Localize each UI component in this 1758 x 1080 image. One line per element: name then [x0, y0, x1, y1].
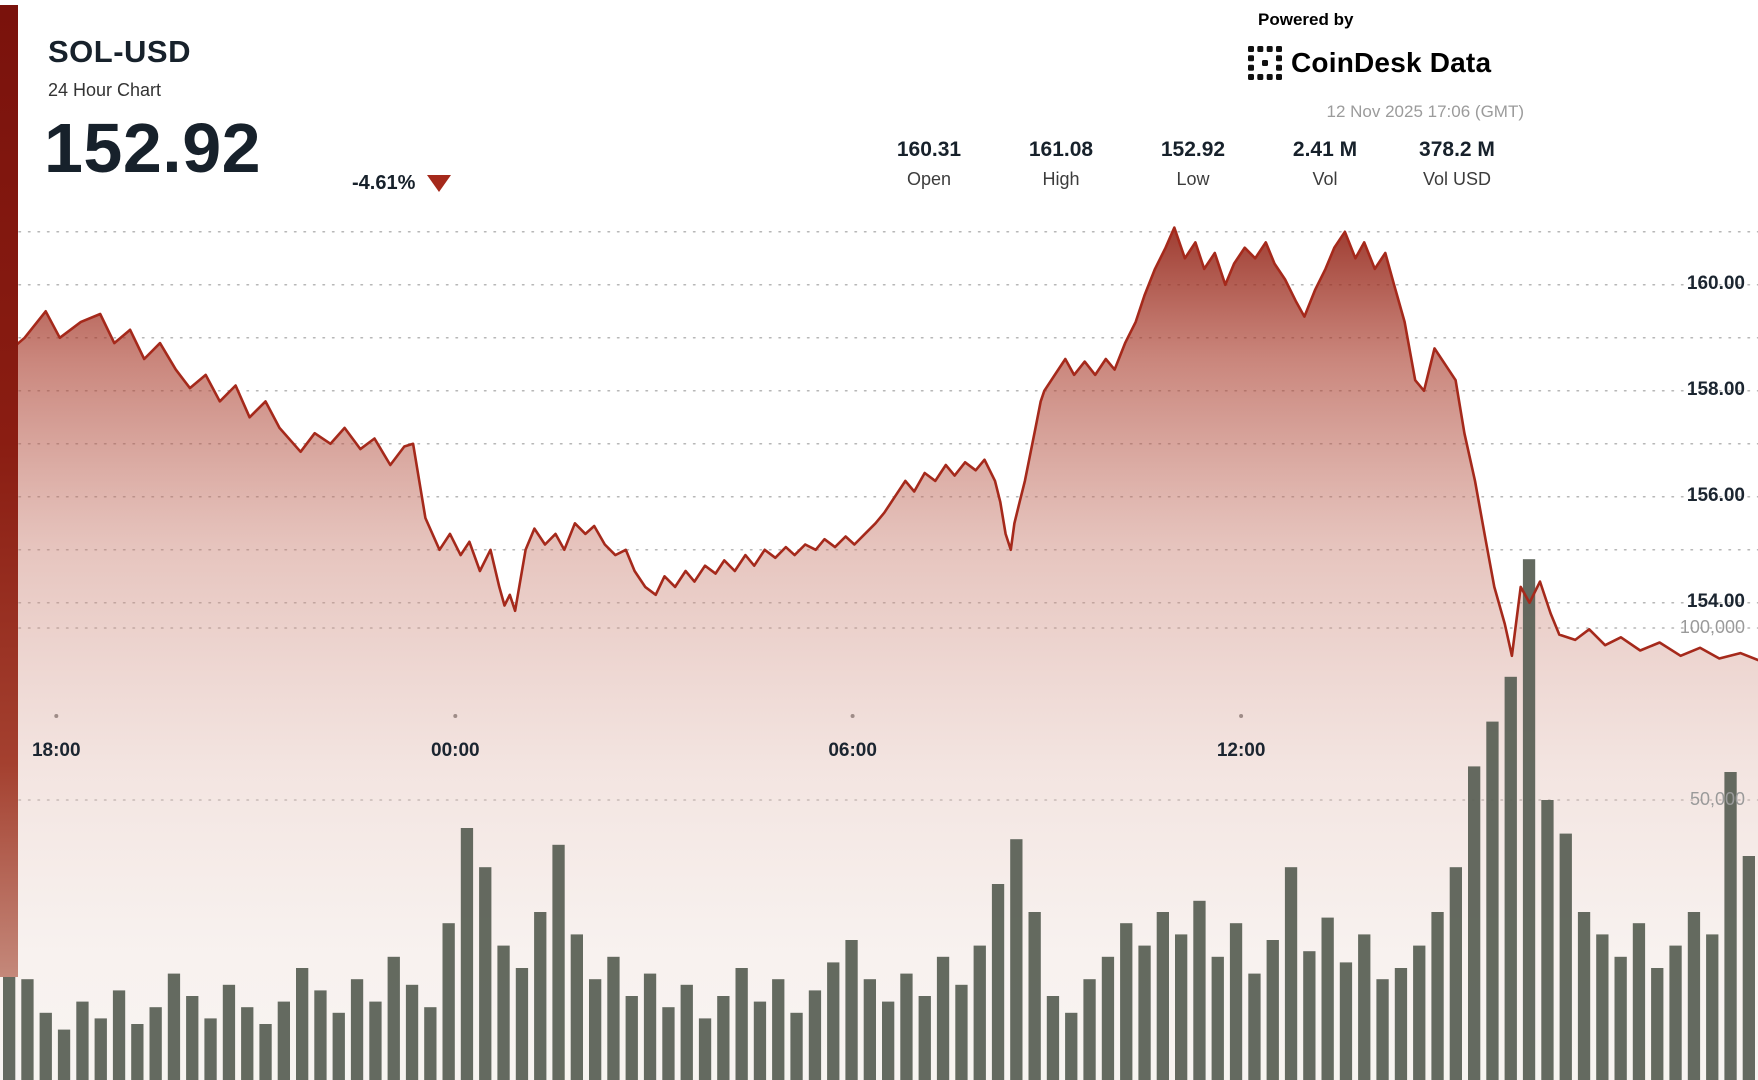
price-axis-label: 158.00	[1686, 378, 1745, 400]
volume-axis-label: 50,000	[1689, 789, 1745, 809]
current-price: 152.92	[44, 109, 262, 187]
stat-vol-usd: 378.2 M Vol USD	[1408, 138, 1506, 190]
time-axis-label: 00:00	[431, 740, 480, 761]
price-axis-label: 154.00	[1686, 590, 1745, 612]
down-triangle-icon	[427, 175, 452, 192]
price-change-percent: -4.61%	[352, 172, 416, 194]
brand-name: CoinDesk Data	[1291, 47, 1492, 78]
stat-vol-usd-label: Vol USD	[1422, 169, 1492, 189]
stat-open-label: Open	[906, 169, 952, 189]
time-axis-label: 18:00	[31, 740, 81, 761]
stat-vol-usd-value: 378.2 M	[1419, 138, 1495, 161]
stat-low: 152.92 Low	[1144, 138, 1242, 190]
stat-open: 160.31 Open	[880, 138, 978, 190]
stat-low-value: 152.92	[1160, 138, 1226, 161]
price-axis-label: 160.00	[1686, 272, 1745, 294]
stat-vol-label: Vol	[1312, 169, 1338, 189]
stat-high: 161.08 High	[1012, 138, 1110, 190]
powered-by-label: Powered by	[1258, 10, 1354, 29]
stat-high-label: High	[1042, 169, 1080, 189]
stat-vol-value: 2.41 M	[1292, 138, 1358, 161]
left-edge-bar	[0, 5, 18, 977]
chart-subtitle: 24 Hour Chart	[48, 80, 162, 100]
ohlc-stats: 160.31 Open 161.08 High 152.92 Low 2.41 …	[880, 138, 1506, 190]
coindesk-logo-icon	[1248, 46, 1282, 80]
stat-vol: 2.41 M Vol	[1276, 138, 1374, 190]
stat-open-value: 160.31	[896, 138, 962, 161]
stat-high-value: 161.08	[1028, 138, 1094, 161]
coindesk-brand: CoinDesk Data	[1248, 46, 1491, 80]
timestamp: 12 Nov 2025 17:06 (GMT)	[1326, 102, 1524, 121]
price-change-row: -4.61%	[352, 172, 452, 195]
price-axis-label: 156.00	[1686, 484, 1745, 506]
stat-low-label: Low	[1176, 169, 1210, 189]
time-axis-label: 12:00	[1216, 740, 1266, 761]
symbol-title: SOL-USD	[48, 34, 191, 69]
time-axis-label: 06:00	[828, 740, 877, 761]
volume-axis-label: 100,000	[1679, 617, 1745, 637]
